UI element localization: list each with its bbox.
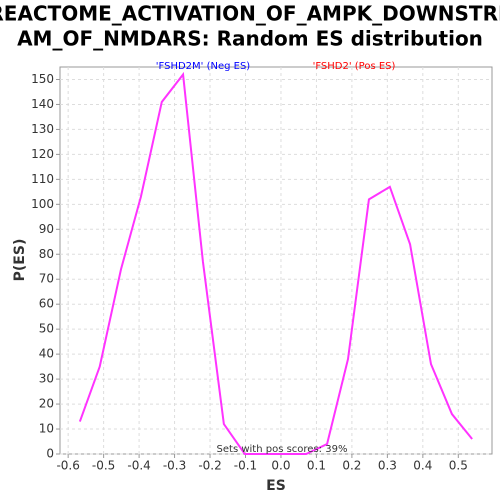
plot-area — [59, 66, 493, 455]
line — [78, 71, 473, 455]
annotation: 'FSHD2M' (Neg ES) — [156, 61, 251, 72]
chart-title: AM_OF_NMDARS: Random ES distribution — [17, 27, 483, 51]
x-tick-label: 0.5 — [449, 459, 468, 473]
y-tick-label: 30 — [39, 372, 54, 386]
chart-title: REACTOME_ACTIVATION_OF_AMPK_DOWNSTRE — [0, 2, 500, 26]
y-tick-label: 60 — [39, 297, 54, 311]
y-tick-label: 40 — [39, 347, 54, 361]
y-tick-label: 90 — [39, 222, 54, 236]
annotation: Sets with pos scores: 39% — [217, 444, 348, 455]
x-tick-label: -0.1 — [234, 459, 257, 473]
y-axis-label: P(ES) — [12, 239, 28, 282]
x-tick-label: -0.5 — [92, 459, 115, 473]
y-tick-label: 80 — [39, 247, 54, 261]
x-tick-label: 0.3 — [378, 459, 397, 473]
y-tick-label: 20 — [39, 397, 54, 411]
x-tick-label: 0.4 — [413, 459, 432, 473]
x-tick-label: 0.2 — [342, 459, 361, 473]
y-tick-label: 120 — [31, 147, 54, 161]
y-tick-label: 10 — [39, 422, 54, 436]
y-tick-label: 150 — [31, 72, 54, 86]
y-tick-label: 0 — [46, 447, 54, 461]
x-axis-label: ES — [266, 478, 286, 494]
x-tick-label: 0.0 — [271, 459, 290, 473]
y-tick-label: 50 — [39, 322, 54, 336]
x-tick-label: -0.4 — [127, 459, 150, 473]
annotation: 'FSHD2' (Pos ES) — [313, 61, 396, 72]
x-tick-label: -0.6 — [56, 459, 79, 473]
y-tick-label: 110 — [31, 172, 54, 186]
y-tick-label: 140 — [31, 97, 54, 111]
y-tick-label: 100 — [31, 197, 54, 211]
y-tick-label: 130 — [31, 122, 54, 136]
x-tick-label: -0.3 — [163, 459, 186, 473]
x-tick-label: -0.2 — [198, 459, 221, 473]
y-tick-label: 70 — [39, 272, 54, 286]
x-tick-label: 0.1 — [307, 459, 326, 473]
